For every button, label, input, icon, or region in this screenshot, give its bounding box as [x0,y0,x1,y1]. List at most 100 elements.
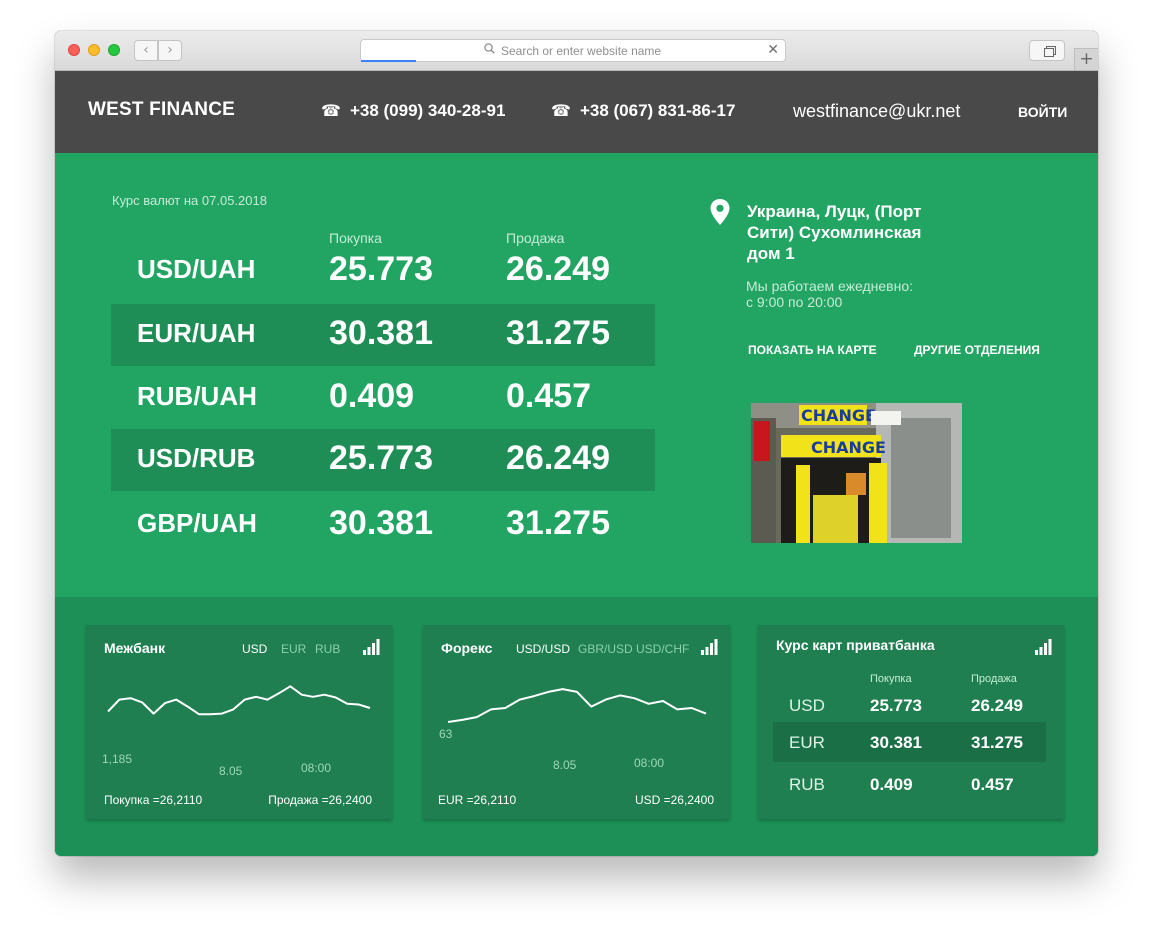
privatbank-sell-header: Продажа [971,673,1017,685]
chart-series-line [447,688,707,723]
rate-sell: 31.275 [506,504,610,542]
rate-row: USD/RUB 25.773 26.249 [111,429,655,491]
chart-x-tick-label: 8.05 [553,758,577,772]
interbank-title: Межбанк [104,640,166,656]
browser-window: ‹ › Search or enter website name ✕ + WES… [55,31,1098,856]
privatbank-buy: 30.381 [870,733,922,752]
chart-y-tick-label: 1,185 [102,752,132,766]
buy-column-header: Покупка [329,230,382,246]
privatbank-row: RUB 0.409 0.457 [773,764,1046,804]
privatbank-buy-header: Покупка [870,673,912,685]
interbank-tab-rub[interactable]: RUB [315,642,341,656]
privatbank-card: Курс карт приватбанка Покупка Продажа US… [758,625,1064,819]
chart-x-tick-label: 08:00 [634,756,664,770]
phone-1-number: +38 (099) 340-28-91 [349,101,506,120]
bar-chart-icon[interactable] [363,639,380,655]
rate-row: USD/UAH 25.773 26.249 [111,240,655,302]
email-link[interactable]: westfinance@ukr.net [793,101,961,121]
interbank-sell: Продажа =26,2400 [268,793,372,807]
page-load-progress [361,60,416,62]
interbank-tab-eur[interactable]: EUR [281,642,307,656]
rate-sell: 0.457 [506,377,592,415]
office-photo: CHANGE CHANGE [751,403,962,543]
close-window-button[interactable] [68,44,80,56]
chart-y-tick-label: 63 [439,727,453,741]
chevron-left-icon: ‹ [143,42,149,58]
phone-icon: ☎ [321,101,341,120]
rate-sell: 31.275 [506,314,610,352]
interbank-tab-usd[interactable]: USD [242,642,268,656]
working-hours: Мы работаем ежедневно: с 9:00 по 20:00 [746,278,966,310]
minimize-window-button[interactable] [88,44,100,56]
rate-buy: 0.409 [329,377,415,415]
zoom-window-button[interactable] [108,44,120,56]
office-address: Украина, Луцк, (Порт Сити) Сухомлинская … [747,202,922,263]
forward-button[interactable]: › [158,40,182,61]
forex-title: Форекс [441,640,493,656]
forex-usd: USD =26,2400 [634,793,714,807]
phone-2[interactable]: ☎ +38 (067) 831-86-17 [551,101,735,121]
browser-toolbar: ‹ › Search or enter website name ✕ + [55,31,1098,71]
address-bar[interactable]: Search or enter website name ✕ [360,39,786,62]
other-branches-link[interactable]: ДРУГИЕ ОТДЕЛЕНИЯ [914,343,1040,357]
show-tabs-button[interactable] [1029,40,1065,61]
rate-buy: 25.773 [329,439,433,477]
close-icon[interactable]: ✕ [767,42,779,58]
rate-pair: USD/RUB [137,443,256,473]
rate-row: RUB/UAH 0.409 0.457 [111,367,655,429]
map-pin-icon [710,199,730,225]
back-button[interactable]: ‹ [134,40,158,61]
rate-pair: GBP/UAH [137,508,257,538]
forex-eur: EUR =26,2110 [438,793,517,807]
privatbank-buy: 25.773 [870,696,922,715]
rate-sell: 26.249 [506,439,610,477]
chart-series-line [107,685,371,716]
privatbank-sell: 26.249 [971,696,1023,715]
forex-chart: 63 8.05 08:00 [439,688,707,772]
chart-x-tick-label: 8.05 [219,764,243,778]
phone-icon: ☎ [551,101,571,120]
tabs-icon-front [1044,48,1054,57]
rate-buy: 30.381 [329,504,433,542]
forex-card: Форекс USD/USD GBR/USD USD/CHF 63 8.05 08:… [423,625,730,819]
rates-date: Курс валют на 07.05.2018 [112,193,267,208]
rate-row: EUR/UAH 30.381 31.275 [111,304,655,366]
bottom-panels: Межбанк USD EUR RUB 1,185 8.05 08:00 Покуп… [55,597,1098,856]
privatbank-currency: EUR [789,733,825,752]
search-icon [484,43,495,54]
site-logo[interactable]: WEST FINANCE [88,99,236,120]
site-header: WEST FINANCE ☎ +38 (099) 340-28-91 ☎ +38 (… [55,71,1098,153]
phone-2-number: +38 (067) 831-86-17 [579,101,736,120]
login-button[interactable]: ВОЙТИ [1018,104,1068,120]
rate-pair: EUR/UAH [137,318,256,348]
rate-buy: 25.773 [329,250,433,288]
interbank-buy: Покупка =26,2110 [104,793,203,807]
rate-row: GBP/UAH 30.381 31.275 [111,494,655,556]
photo-sign-top: CHANGE [801,406,876,425]
privatbank-currency: USD [789,696,825,715]
privatbank-sell: 0.457 [971,775,1014,794]
privatbank-buy: 0.409 [870,775,913,794]
privatbank-sell: 31.275 [971,733,1023,752]
privatbank-row: EUR 30.381 31.275 [773,722,1046,762]
phone-1[interactable]: ☎ +38 (099) 340-28-91 [321,101,505,121]
forex-tab-usd-chf[interactable]: USD/CHF [636,642,690,656]
sell-column-header: Продажа [506,230,565,246]
show-on-map-link[interactable]: ПОКАЗАТЬ НА КАРТЕ [748,343,877,357]
interbank-card: Межбанк USD EUR RUB 1,185 8.05 08:00 Покуп… [86,625,392,819]
forex-tab-gbr-usd[interactable]: GBR/USD [578,642,633,656]
chart-x-tick-label: 08:00 [301,761,331,775]
bar-chart-icon[interactable] [701,639,718,655]
address-placeholder: Search or enter website name [501,44,662,58]
interbank-chart: 1,185 8.05 08:00 [102,685,371,778]
rate-sell: 26.249 [506,250,610,288]
privatbank-currency: RUB [789,775,825,794]
chevron-right-icon: › [167,42,173,58]
rate-pair: USD/UAH [137,254,256,284]
privatbank-row: USD 25.773 26.249 [773,685,1046,725]
new-tab-button[interactable]: + [1074,48,1098,70]
bar-chart-icon[interactable] [1035,639,1052,655]
rate-buy: 30.381 [329,314,433,352]
working-hours-line1: Мы работаем ежедневно: [746,278,914,294]
forex-tab-usd-usd[interactable]: USD/USD [516,642,571,656]
